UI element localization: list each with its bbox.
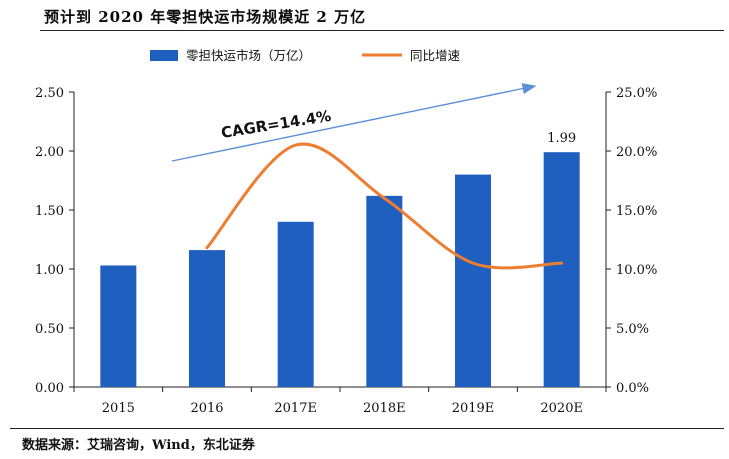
growth-line — [205, 142, 564, 270]
right-tick-label: 25.0% — [616, 86, 657, 101]
source-rule — [10, 428, 724, 429]
bar — [543, 152, 580, 387]
growth-line-path — [205, 142, 564, 270]
left-tick-label: 0.50 — [35, 322, 64, 337]
left-axis: 0.00 0.50 1.00 1.50 2.00 2.50 — [35, 86, 75, 396]
right-tick-label: 10.0% — [616, 263, 657, 278]
x-tick-label: 2015 — [102, 401, 135, 416]
bar — [189, 250, 225, 387]
right-axis: 0.0% 5.0% 10.0% 15.0% 20.0% 25.0% — [605, 86, 657, 396]
cagr-arrow — [171, 83, 537, 162]
bar — [366, 195, 403, 387]
right-tick-label: 5.0% — [616, 322, 649, 337]
left-tick-label: 1.00 — [35, 263, 64, 278]
x-tick-label: 2017E — [274, 401, 317, 416]
left-tick-label: 0.00 — [35, 381, 64, 396]
bar — [277, 221, 314, 387]
right-tick-label: 15.0% — [616, 204, 657, 219]
legend: 零担快运市场（万亿） 同比增速 — [150, 48, 461, 63]
x-tick-label: 2019E — [452, 401, 495, 416]
source-note: 数据来源：艾瑞咨询，Wind，东北证券 — [22, 438, 255, 453]
legend-label-line: 同比增速 — [410, 48, 461, 63]
x-tick-label: 2018E — [363, 401, 406, 416]
legend-swatch-bar — [150, 50, 178, 61]
chart-title: 预计到 2020 年零担快运市场规模近 2 万亿 — [44, 8, 367, 26]
right-tick-label: 20.0% — [616, 145, 657, 160]
left-tick-label: 2.00 — [35, 145, 64, 160]
data-labels: 1.99 — [547, 131, 576, 146]
left-tick-label: 2.50 — [35, 86, 64, 101]
bar-data-label: 1.99 — [547, 131, 576, 146]
bars — [100, 152, 580, 387]
cagr-annotation: CAGR=14.4% — [171, 83, 537, 162]
left-tick-label: 1.50 — [35, 204, 64, 219]
title-rule — [40, 30, 724, 31]
legend-label-bar: 零担快运市场（万亿） — [186, 48, 311, 63]
bar — [100, 265, 137, 387]
x-axis: 2015 2016 2017E 2018E 2019E 2020E — [73, 386, 607, 416]
bar — [455, 174, 491, 387]
x-tick-label: 2016 — [190, 401, 223, 416]
right-tick-label: 0.0% — [616, 381, 649, 396]
cagr-label: CAGR=14.4% — [220, 107, 333, 142]
x-tick-label: 2020E — [540, 401, 583, 416]
chart: 零担快运市场（万亿） 同比增速 0.00 0.50 1.00 1.50 2.00 2.50… — [35, 48, 657, 416]
